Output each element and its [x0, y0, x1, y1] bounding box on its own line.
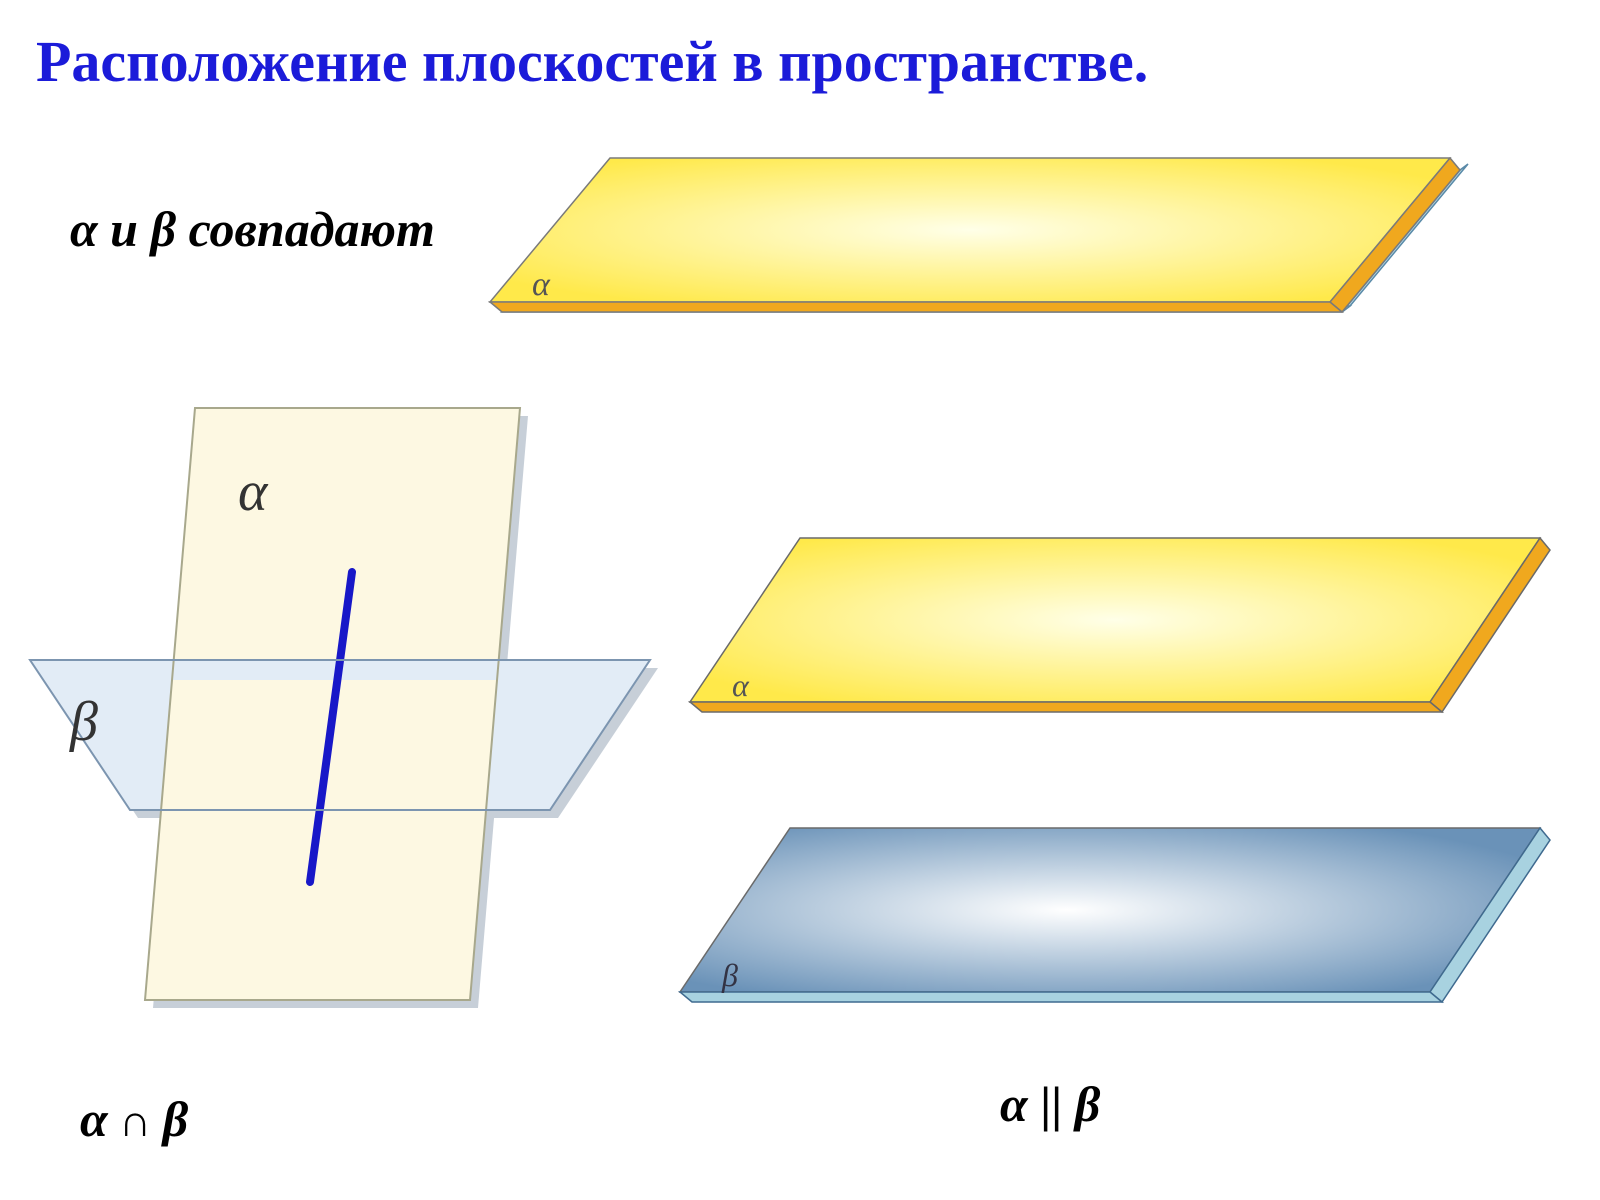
caption-coincide: α и β совпадают [70, 200, 435, 258]
label-beta: β [69, 691, 98, 753]
plane-alpha-top [690, 538, 1540, 702]
label-alpha: α [532, 266, 551, 303]
diagram-coincide: α [480, 140, 1500, 360]
diagram-intersect: α β [20, 380, 700, 1060]
caption-parallel: α || β [1000, 1075, 1100, 1133]
label-alpha: α [238, 461, 269, 523]
caption-intersect: α ∩ β [80, 1090, 188, 1148]
plane-alpha-front [145, 680, 497, 1000]
diagram-parallel: α β [670, 520, 1580, 1060]
plane-beta-bottom [680, 992, 1442, 1002]
plane-alpha-bottom [490, 302, 1342, 312]
label-beta: β [721, 957, 738, 993]
plane-beta-top [680, 828, 1540, 992]
label-alpha: α [732, 667, 750, 703]
plane-alpha-bottom [690, 702, 1442, 712]
page-title: Расположение плоскостей в пространстве. [36, 28, 1148, 95]
plane-alpha-top [490, 158, 1450, 302]
